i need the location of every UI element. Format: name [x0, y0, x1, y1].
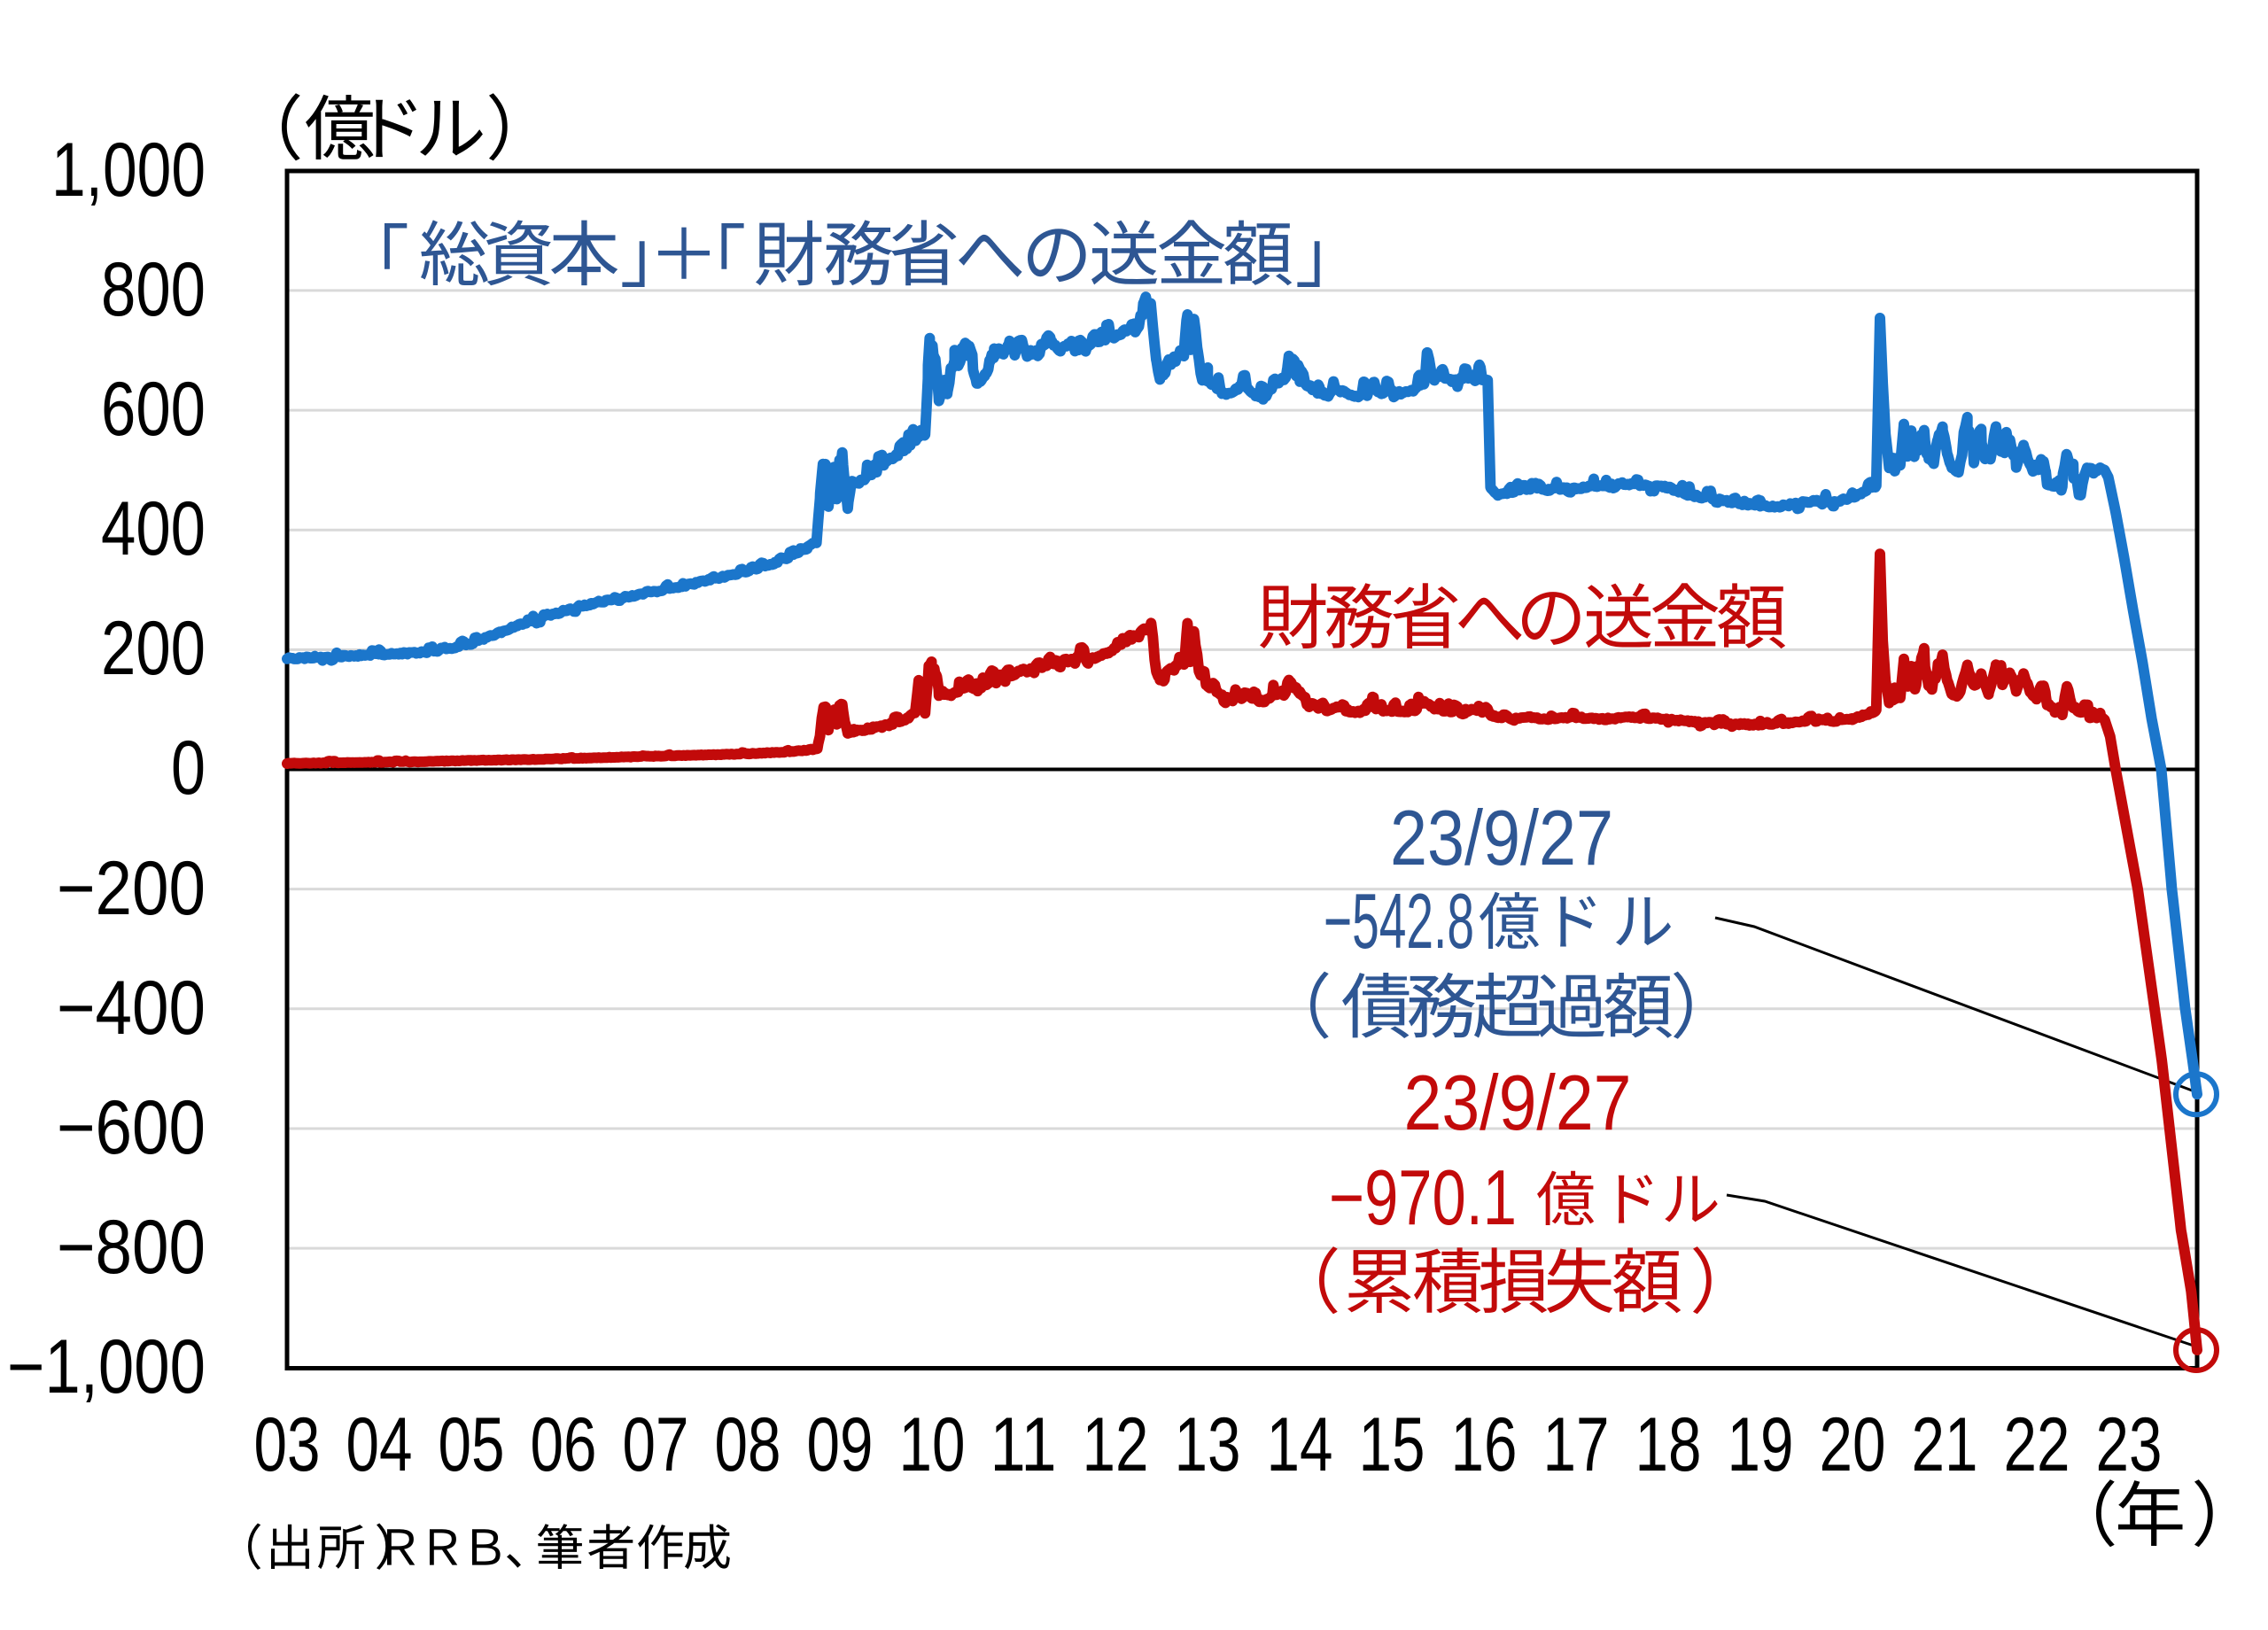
- svg-text:20: 20: [1820, 1402, 1886, 1487]
- svg-text:−970.1: −970.1: [1329, 1153, 1517, 1241]
- svg-text:800: 800: [101, 247, 206, 332]
- svg-text:05: 05: [439, 1402, 505, 1487]
- svg-text:600: 600: [101, 367, 206, 452]
- svg-text:−400: −400: [57, 966, 206, 1051]
- svg-text:06: 06: [531, 1402, 597, 1487]
- svg-text:22: 22: [2004, 1402, 2070, 1487]
- svg-text:0: 0: [171, 726, 206, 811]
- svg-text:11: 11: [990, 1402, 1057, 1487]
- svg-text:1,000: 1,000: [51, 128, 206, 213]
- svg-text:18: 18: [1635, 1402, 1702, 1487]
- svg-text:23/9/27: 23/9/27: [1390, 794, 1613, 881]
- svg-text:−1,000: −1,000: [7, 1324, 206, 1409]
- svg-text:12: 12: [1083, 1402, 1149, 1487]
- svg-text:19: 19: [1728, 1402, 1794, 1487]
- svg-text:400: 400: [101, 486, 206, 571]
- svg-text:15: 15: [1359, 1402, 1425, 1487]
- svg-text:−542.8: −542.8: [1324, 877, 1474, 965]
- svg-text:17: 17: [1543, 1402, 1610, 1487]
- svg-text:07: 07: [623, 1402, 689, 1487]
- svg-text:10: 10: [899, 1402, 966, 1487]
- svg-text:−200: −200: [57, 846, 206, 931]
- svg-text:08: 08: [715, 1402, 781, 1487]
- svg-text:−800: −800: [57, 1205, 206, 1290]
- svg-text:16: 16: [1451, 1402, 1518, 1487]
- svg-text:03: 03: [254, 1402, 321, 1487]
- svg-text:21: 21: [1912, 1402, 1978, 1487]
- svg-text:09: 09: [807, 1402, 874, 1487]
- svg-text:04: 04: [346, 1402, 413, 1487]
- svg-text:13: 13: [1175, 1402, 1241, 1487]
- svg-text:−600: −600: [57, 1085, 206, 1170]
- svg-text:200: 200: [101, 606, 206, 691]
- svg-text:14: 14: [1267, 1402, 1333, 1487]
- svg-text:23: 23: [2096, 1402, 2163, 1487]
- svg-text:23/9/27: 23/9/27: [1404, 1059, 1632, 1146]
